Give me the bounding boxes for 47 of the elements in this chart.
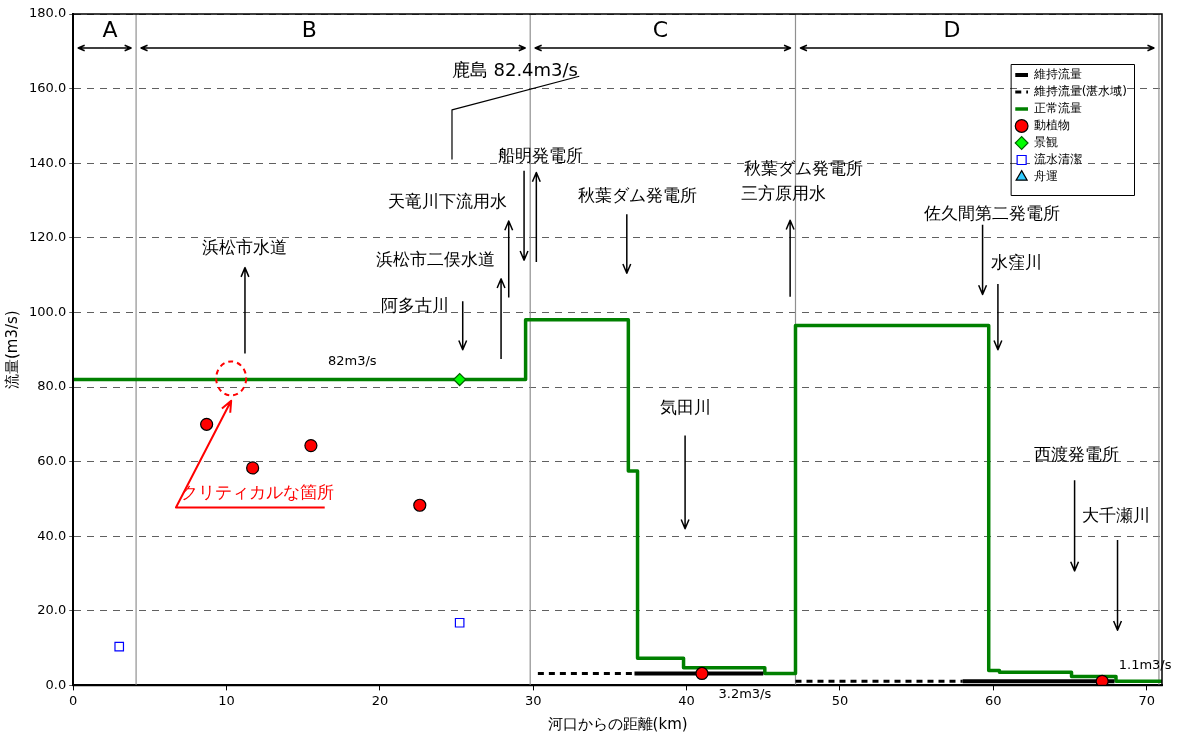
annotation: 三方原用水	[740, 182, 826, 203]
y-tick-label: 40.0	[37, 527, 67, 543]
annotation: 82m3/s	[327, 353, 377, 369]
text: 3.2m3/s	[718, 685, 772, 701]
annotation: B	[301, 16, 317, 42]
legend-label: 動植物	[1033, 118, 1070, 133]
x-tick-label: 50	[831, 692, 849, 708]
annotation: 秋葉ダム発電所	[578, 185, 698, 206]
x-tick-label: 20	[371, 692, 389, 708]
annotation: 天竜川下流用水	[387, 191, 507, 212]
annotation: 船明発電所	[498, 145, 584, 166]
x-tick-label: 40	[678, 692, 695, 708]
annotation: C	[652, 16, 669, 42]
y-tick-label: 60.0	[37, 452, 67, 468]
annotation: 西渡発電所	[1033, 444, 1119, 465]
annotation: 阿多古川	[381, 294, 450, 315]
x-tick-label: 10	[218, 692, 235, 708]
annotation: 水窪川	[990, 252, 1042, 273]
annotation: A	[102, 16, 118, 42]
y-tick-label: 120.0	[29, 229, 67, 245]
annotation: 秋葉ダム発電所	[743, 157, 863, 178]
annotation: D	[943, 16, 961, 42]
x-tick-label: 70	[1138, 692, 1155, 708]
legend-label: 維持流量(湛水域)	[1032, 84, 1128, 99]
y-tick-label: 140.0	[29, 154, 67, 170]
y-tick-label: 180.0	[29, 5, 67, 21]
annotation: 佐久間第二発電所	[923, 202, 1060, 223]
legend-label: 流水清潔	[1033, 152, 1082, 167]
y-tick-label: 160.0	[29, 79, 67, 95]
legend-label: 舟運	[1033, 169, 1058, 184]
x-axis-title: 河口からの距離(km)	[547, 714, 688, 733]
legend-label: 正常流量	[1033, 101, 1082, 116]
annotation: 大千瀬川	[1081, 504, 1150, 525]
annotation: 浜松市二俣水道	[375, 249, 495, 270]
x-tick-label: 0	[69, 692, 78, 708]
legend-label: 景観	[1033, 135, 1058, 150]
annotation: 鹿島 82.4m3/s	[451, 59, 578, 81]
y-tick-label: 80.0	[37, 378, 67, 394]
y-tick-label: 100.0	[29, 303, 67, 319]
legend-label: 維持流量	[1032, 67, 1082, 82]
x-tick-label: 60	[985, 692, 1002, 708]
y-tick-label: 20.0	[37, 602, 67, 618]
x-tick-label: 30	[524, 692, 542, 708]
annotation: 気田川	[659, 397, 711, 418]
y-tick-label: 0.0	[45, 676, 67, 692]
annotation: 浜松市水道	[202, 237, 288, 258]
y-axis-title: 流量(m3/s)	[2, 310, 21, 390]
